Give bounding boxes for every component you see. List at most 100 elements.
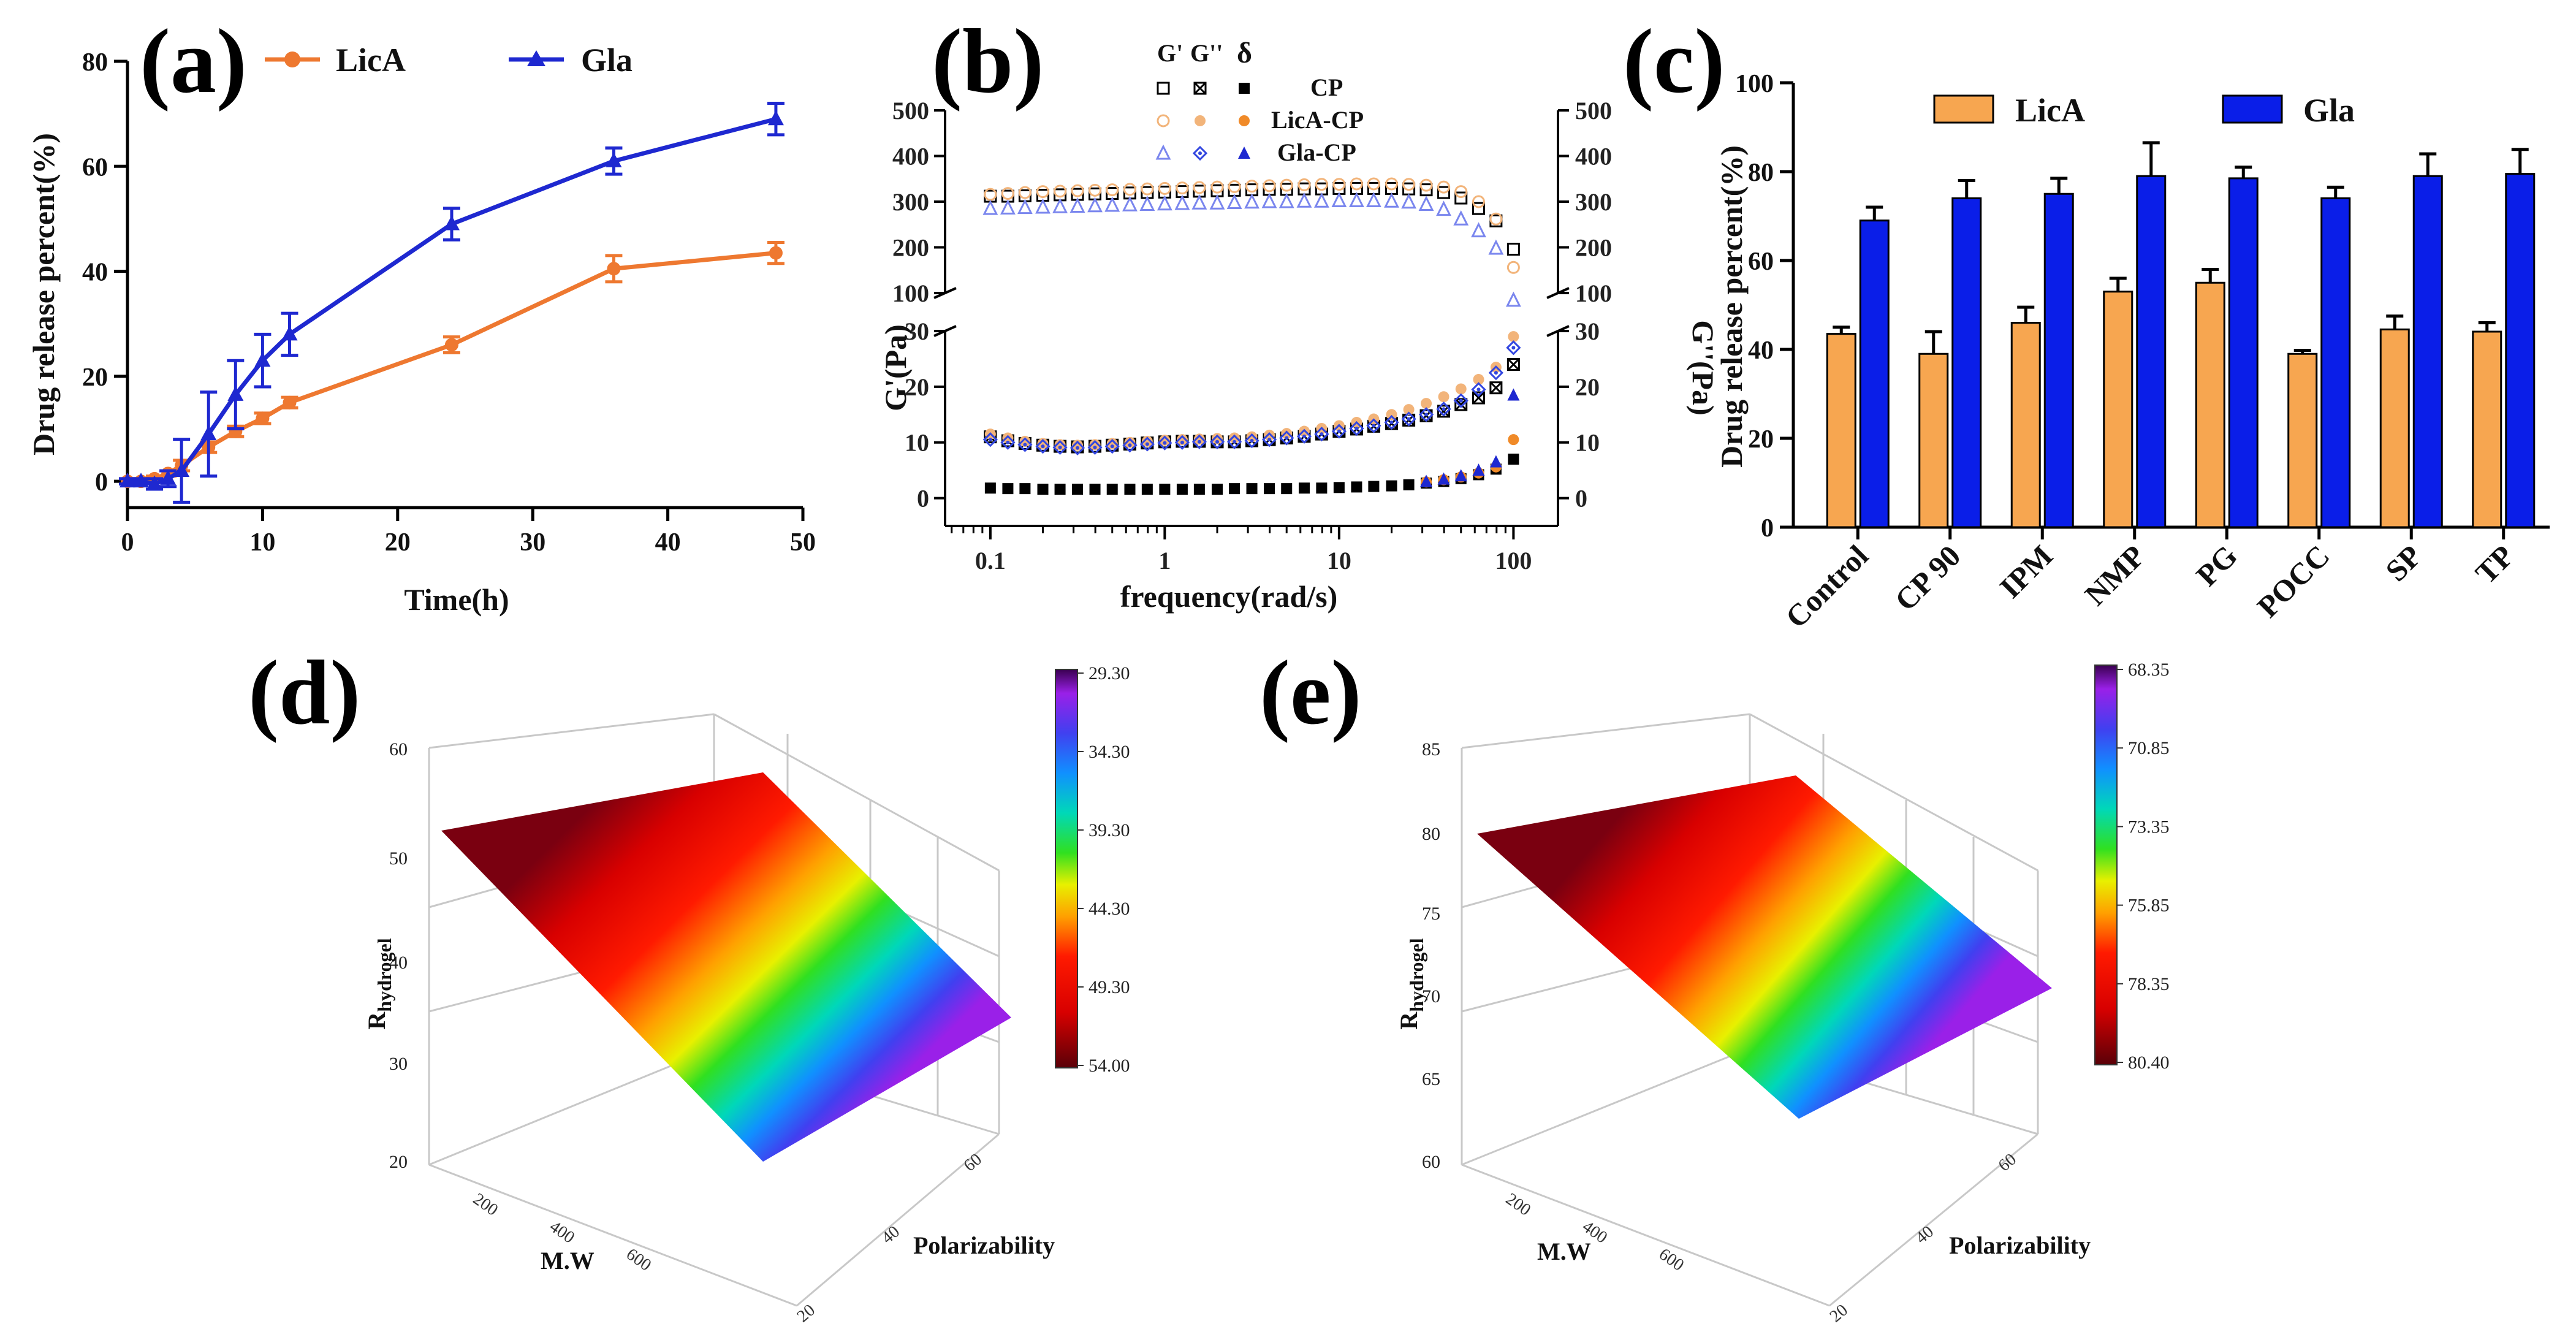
panel-a-point-Gla [133,473,150,488]
panel-b-point-CP- [1089,484,1101,495]
panel-b-point-LicA-CP-G- [1438,391,1449,403]
panel-a-point-Gla [606,152,622,167]
panel-a-xtick-label: 30 [520,528,545,557]
panel-b-point-Gla-CP-G- [1436,200,1451,216]
panel-d-surface [441,772,1011,1162]
panel-c-xtick-label: NMP [2078,538,2151,612]
panel-a-point-Gla [200,425,217,441]
panel-b-point-Gla-CP- [1420,474,1433,487]
panel-b-point-Gla-CP- [1437,472,1450,485]
panel-b-point-LicA-CP-G- [1367,177,1380,191]
panel-b-point-LicA-CP-G- [1123,183,1136,196]
panel-b-point-Gla-CP-G--dot [1041,444,1045,449]
panel-b-point-Gla-CP-G--outline [1331,424,1347,439]
panel-d-colorbar [1055,669,1078,1068]
panel-b-point-LicA-CP-G- [1421,398,1432,409]
panel-a-ytick-label: 60 [82,153,108,181]
panel-b-ytick-label: 10 [905,429,929,457]
panel-a-ytick-label: 0 [95,468,108,497]
panel-b-point-CP-G--box [1489,381,1503,395]
panel-b-ylabel-right: G''(Pa) [1686,320,1720,416]
panel-b-point-CP-G--box [1506,358,1520,371]
panel-d-xtick: 200 [469,1189,501,1219]
panel-b-point-LicA-CP-G- [1506,261,1520,274]
panel-e-zlabel: Rhydrogel [1395,938,1427,1029]
panel-e-ztick: 75 [1422,904,1440,924]
panel-d-zlabel: Rhydrogel [363,938,395,1029]
panel-b-legend-marker [1238,147,1250,159]
panel-b-point-LicA-CP-G- [1212,433,1223,444]
panel-b-xtick-label: 1 [1158,547,1171,574]
panel-c-ytick-label: 80 [1748,159,1774,187]
panel-b-point-Gla-CP-G--outline [1070,440,1085,455]
panel-b-point-Gla-CP-G--outline [1104,438,1120,454]
panel-b-legend-marker [1192,145,1208,161]
panel-c-xtick-label: IPM [1993,538,2059,604]
panel-b-point-Gla-CP-G--dot [988,438,992,442]
panel-c-bar-LicA [2379,328,2410,528]
panel-b-point-Gla-CP-G--dot [1215,440,1220,444]
panel-b-point-Gla-CP-G--dot [1424,413,1429,417]
panel-b-point-Gla-CP-G- [1087,197,1103,213]
panel-b-xtick-label: 10 [1327,547,1351,574]
panel-a-point-Gla [767,110,784,126]
panel-b-point-LicA-CP-G- [1264,429,1275,441]
panel-e-colorbar [2094,664,2118,1065]
panel-b-point-CP-G- [1506,242,1520,256]
panel-b-point-Gla-CP-G- [1174,194,1190,210]
panel-b-point-LicA-CP-G- [1228,180,1241,193]
panel-b-point-Gla-CP-G- [1418,196,1434,211]
panel-b-point-Gla-CP- [1489,455,1502,468]
panel-b-point-Gla-CP-G- [1226,434,1242,449]
panel-b-point-Gla-CP-G- [1261,432,1277,447]
panel-b-point-Gla-CP-G- [1488,239,1504,255]
panel-e-ylabel: Polarizability [1949,1232,2091,1259]
panel-b-point-CP-G--box [1472,391,1485,405]
panel-c-ytick-label: 60 [1748,248,1774,276]
panel-b-point-Gla-CP-G--outline [1139,436,1155,452]
panel-b-point-CP-G--x [1454,398,1467,411]
panel-a-point-LicA [769,246,783,260]
panel-b-point-Gla-CP-G--dot [1320,432,1324,436]
panel-b-point-Gla-CP-G- [1122,196,1138,211]
panel-a-point-Gla [160,470,177,485]
panel-b-point-CP-G--x [1489,381,1502,394]
panel-b-point-Gla-CP-G--dot [1058,445,1062,449]
panel-b-point-CP-G--box [1437,405,1451,418]
panel-b-point-LicA-CP-G- [1176,434,1188,446]
panel-b-point-CP- [1037,484,1049,495]
panel-b-ytick-label-right: 10 [1575,429,1600,457]
panel-a-ytick-label: 40 [82,259,108,287]
panel-b-point-LicA-CP-G- [1054,185,1067,198]
panel-d-ztick: 20 [389,1152,408,1172]
panel-b-point-CP- [1264,483,1275,495]
panel-b-point-CP- [1333,482,1345,493]
panel-b-point-Gla-CP-G- [1070,197,1085,213]
panel-b-point-CP- [1176,484,1188,495]
panel-b-point-CP- [1124,484,1136,495]
panel-b-point-LicA-CP-G- [1159,435,1171,446]
panel-b-point-Gla-CP-G--outline [1000,435,1016,450]
panel-a-point-Gla [227,386,244,401]
panel-b-point-LicA-CP-G- [1176,181,1189,195]
panel-b-point-Gla-CP-G- [1279,430,1294,446]
panel-b-point-Gla-CP-G--dot [1128,443,1132,447]
panel-c-bar-Gla [2136,175,2167,528]
colorbar-tick-label: 80.40 [2128,1053,2170,1073]
panel-b-point-Gla-CP-G- [1313,192,1329,208]
panel-b-point-Gla-CP-G--dot [1372,424,1376,428]
panel-b-point-Gla-CP-G--dot [1337,429,1341,433]
panel-d-ztick: 40 [389,953,408,973]
panel-b-point-LicA-CP-G- [1246,431,1258,443]
panel-c-ytick-label: 0 [1761,514,1774,543]
panel-c-bar-Gla [2043,192,2074,528]
panel-c-xtick-label: CP 90 [1888,538,1967,617]
colorbar-tick-label: 68.35 [2128,660,2170,680]
colorbar-tick-label: 54.00 [1089,1056,1130,1076]
panel-c-bar-LicA [2010,322,2041,528]
panel-b-point-LicA-CP-G- [1281,428,1293,440]
panel-b-ytick-label-right: 400 [1575,143,1612,170]
panel-c-xtick-label: Control [1779,538,1875,634]
panel-b-point-CP-G- [1489,381,1503,395]
